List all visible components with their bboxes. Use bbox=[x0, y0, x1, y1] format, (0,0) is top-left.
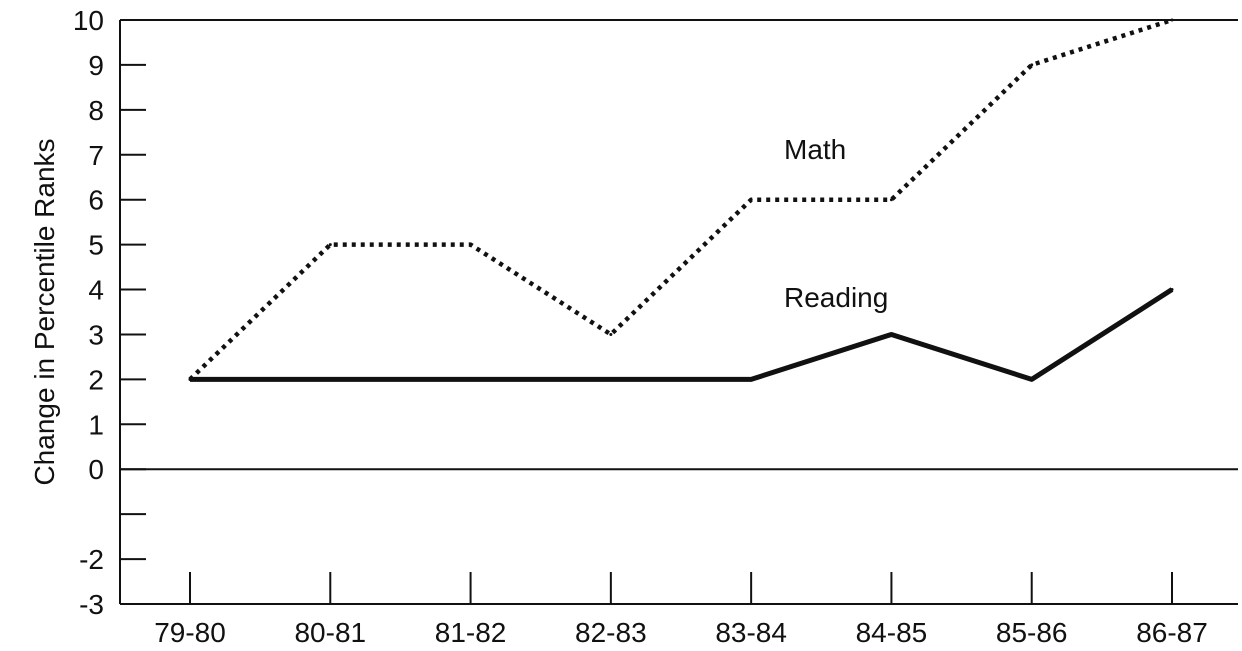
reading-point bbox=[889, 332, 893, 336]
axes bbox=[119, 19, 1238, 605]
x-tick-label: 86-87 bbox=[1136, 617, 1208, 648]
reading-point bbox=[609, 377, 613, 381]
math-point bbox=[889, 198, 893, 202]
y-tick-label: -3 bbox=[79, 589, 104, 620]
reading-point bbox=[1030, 377, 1034, 381]
y-tick-label: -2 bbox=[79, 544, 104, 575]
x-tick-label: 82-83 bbox=[575, 617, 647, 648]
y-tick-label: 4 bbox=[88, 275, 104, 306]
series-group bbox=[188, 17, 1174, 382]
reading-point bbox=[1170, 288, 1174, 292]
reading-point bbox=[749, 377, 753, 381]
y-tick-label: 2 bbox=[88, 364, 104, 395]
math-series-label: Math bbox=[784, 134, 846, 165]
math-point bbox=[609, 332, 613, 336]
y-tick-label: 7 bbox=[88, 140, 104, 171]
x-tick-label: 84-85 bbox=[856, 617, 928, 648]
math-point bbox=[328, 243, 332, 247]
math-point bbox=[469, 243, 473, 247]
x-tick-label: 85-86 bbox=[996, 617, 1068, 648]
y-tick-label: 9 bbox=[88, 50, 104, 81]
y-axis-title: Change in Percentile Ranks bbox=[29, 138, 60, 485]
y-tick-label: 0 bbox=[88, 454, 104, 485]
math-point bbox=[1170, 18, 1174, 22]
y-tick-label: 3 bbox=[88, 319, 104, 350]
x-tick-label: 79-80 bbox=[154, 617, 226, 648]
y-tick-label: 8 bbox=[88, 95, 104, 126]
y-tick-label: 6 bbox=[88, 185, 104, 216]
x-tick-label: 81-82 bbox=[435, 617, 507, 648]
y-tick-label: 5 bbox=[88, 230, 104, 261]
reading-point bbox=[328, 377, 332, 381]
math-series-line bbox=[188, 17, 1173, 382]
math-point bbox=[749, 198, 753, 202]
y-tick-label: 1 bbox=[88, 409, 104, 440]
reading-series-label: Reading bbox=[784, 282, 888, 313]
reading-point bbox=[188, 377, 192, 381]
reading-point bbox=[469, 377, 473, 381]
math-point bbox=[1030, 63, 1034, 67]
ticks: -3 -2 0 1 2 3 4 5 6 7 8 9 10 79-80 80-81 81-82 82-83 83-8… bbox=[73, 5, 1208, 648]
y-tick-label: 10 bbox=[73, 5, 104, 36]
x-tick-label: 83-84 bbox=[715, 617, 787, 648]
reading-series-line bbox=[190, 287, 1174, 382]
labels-group: Math Reading bbox=[784, 134, 888, 313]
x-tick-label: 80-81 bbox=[294, 617, 366, 648]
